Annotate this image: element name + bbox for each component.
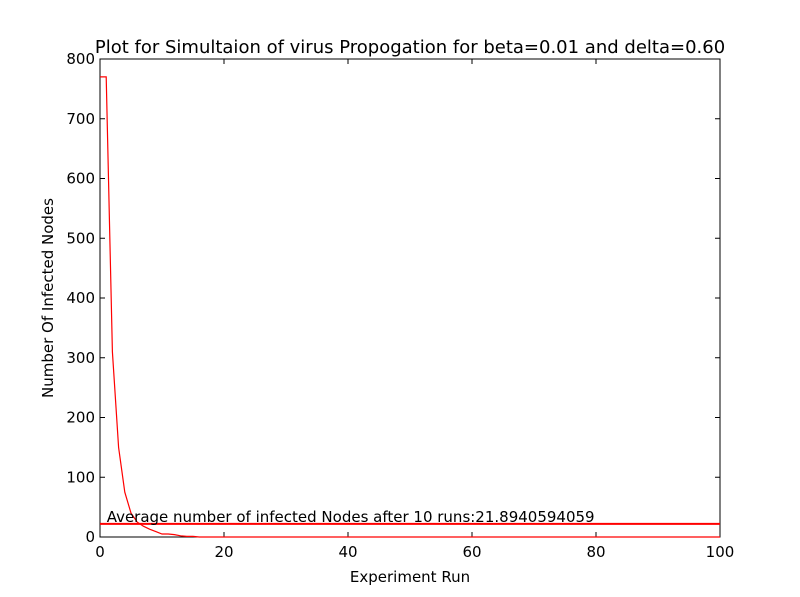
x-axis-label: Experiment Run bbox=[350, 568, 470, 586]
y-tick-label: 200 bbox=[66, 409, 95, 427]
y-tick-label: 100 bbox=[66, 468, 95, 486]
y-tick-label: 0 bbox=[85, 528, 95, 546]
y-axis-label: Number Of Infected Nodes bbox=[39, 198, 57, 398]
x-tick-label: 0 bbox=[95, 543, 105, 561]
average-annotation: Average number of infected Nodes after 1… bbox=[107, 508, 595, 526]
x-tick-label: 80 bbox=[586, 543, 605, 561]
x-tick-label: 100 bbox=[706, 543, 735, 561]
y-tick-label: 500 bbox=[66, 229, 95, 247]
y-tick-label: 300 bbox=[66, 349, 95, 367]
y-tick-label: 800 bbox=[66, 50, 95, 68]
plot-frame bbox=[99, 58, 721, 538]
chart-title: Plot for Simultaion of virus Propogation… bbox=[95, 37, 725, 58]
y-tick-label: 600 bbox=[66, 170, 95, 188]
y-tick-label: 700 bbox=[66, 110, 95, 128]
x-tick-label: 40 bbox=[338, 543, 357, 561]
axis-ticks: 0 20 40 60 80 100 0 100 200 300 400 500 600 700 800 bbox=[66, 50, 734, 561]
y-tick-label: 400 bbox=[66, 289, 95, 307]
x-tick-label: 20 bbox=[214, 543, 233, 561]
series-group: Average number of infected Nodes after 1… bbox=[100, 76, 720, 538]
series-line bbox=[100, 76, 720, 538]
plot-area: 0 20 40 60 80 100 0 100 200 300 400 500 600 700 800 Av… bbox=[66, 50, 734, 561]
x-tick-label: 60 bbox=[462, 543, 481, 561]
